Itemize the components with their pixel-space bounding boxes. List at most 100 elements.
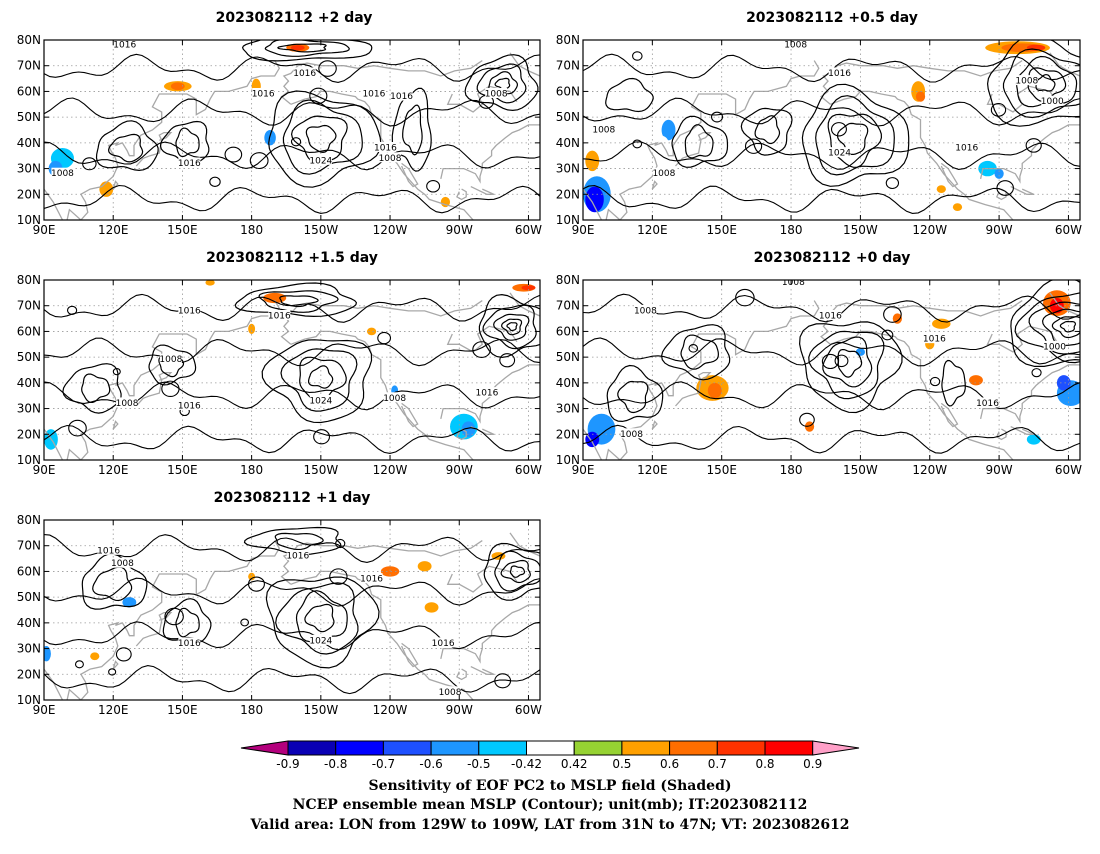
isobar-contour xyxy=(234,282,358,318)
x-tick-label: 150W xyxy=(303,703,338,717)
coastline xyxy=(995,428,1007,441)
isobar-contour xyxy=(632,51,643,61)
sensitivity-area xyxy=(90,652,100,661)
isobar-contour xyxy=(583,381,1080,411)
x-tick-label: 60W xyxy=(1055,223,1082,237)
coastline xyxy=(509,52,540,77)
colorbar-high-arrow xyxy=(812,740,860,756)
isobar-contour xyxy=(493,313,530,341)
isobar-contour xyxy=(44,141,540,171)
contour-label-background xyxy=(592,124,615,134)
x-tick-label: 120E xyxy=(98,703,129,717)
contour-label: 1016 xyxy=(374,144,397,154)
sensitivity-area xyxy=(263,292,287,304)
isobar-contour xyxy=(95,120,159,172)
map-panel-plus-1-5-day: 2023082112 +1.5 day 1016 1016 1008 1008 1016… xyxy=(17,250,542,477)
isobar-contour xyxy=(476,63,527,104)
isobar-contour xyxy=(240,618,250,627)
sensitivity-area xyxy=(585,186,604,213)
contour-label: 1016 xyxy=(976,399,999,409)
isobar-contour xyxy=(488,71,519,95)
contour-label-background xyxy=(178,304,201,315)
coastline xyxy=(290,330,474,460)
x-tick-label: 120W xyxy=(373,463,408,477)
y-tick-label: 20N xyxy=(17,427,41,441)
isobar-contour xyxy=(74,660,84,669)
contour-label-background xyxy=(178,400,201,410)
coastline xyxy=(456,188,467,201)
contour-label-background xyxy=(923,333,946,344)
colorbar-box xyxy=(669,740,718,756)
isobar-contour xyxy=(82,157,97,171)
isobar-contour xyxy=(391,87,432,172)
isobar-contour xyxy=(148,344,197,386)
contour-label: 1016 xyxy=(268,312,291,322)
sensitivity-area xyxy=(521,285,536,291)
isobar-contour xyxy=(881,329,894,341)
isobar-contour xyxy=(834,354,849,368)
isobar-contour xyxy=(44,53,540,83)
isobar-contour xyxy=(836,122,869,155)
y-tick-label: 40N xyxy=(17,136,41,150)
x-tick-label: 150E xyxy=(167,463,198,477)
y-tick-label: 20N xyxy=(556,187,580,201)
contour-label: 1024 xyxy=(828,149,851,159)
isobar-contour xyxy=(68,419,87,437)
y-tick-label: 40N xyxy=(556,136,580,150)
colorbar-tick-label: -0.5 xyxy=(467,757,490,771)
isobar-contour xyxy=(81,373,111,403)
x-tick-label: 90E xyxy=(33,463,56,477)
caption-line-3: Valid area: LON from 129W to 109W, LAT f… xyxy=(249,817,849,833)
sensitivity-area xyxy=(122,597,137,608)
isobar-contour xyxy=(44,337,540,367)
colorbar-box xyxy=(382,740,432,756)
sensitivity-area xyxy=(585,150,600,172)
x-tick-label: 90W xyxy=(986,223,1013,237)
x-tick-label: 60W xyxy=(515,703,542,717)
y-tick-label: 10N xyxy=(17,693,41,707)
sensitivity-area xyxy=(952,203,963,211)
isobar-contour xyxy=(1059,320,1077,333)
sensitivity-area xyxy=(258,141,268,155)
contour-label: 1008 xyxy=(379,154,402,164)
isobar-contour xyxy=(44,621,540,651)
coastline xyxy=(290,570,474,700)
coastline xyxy=(446,325,518,353)
map-panel-plus-0-5-day: 2023082112 +0.5 day 10081016100810001008… xyxy=(556,10,1082,237)
isobar-contour xyxy=(402,104,423,156)
contour-label: 1016 xyxy=(178,402,201,412)
sensitivity-area xyxy=(170,82,185,91)
isobar-contour xyxy=(583,337,1080,367)
isobar-contour xyxy=(318,60,337,77)
panel-title: 2023082112 +1.5 day xyxy=(206,250,378,266)
sensitivity-area xyxy=(1026,434,1041,445)
isobar-contour xyxy=(335,538,346,549)
sensitivity-area xyxy=(915,91,926,102)
contour-label: 1016 xyxy=(178,159,201,169)
y-tick-label: 50N xyxy=(556,110,580,124)
contour-label: 1008 xyxy=(383,394,406,404)
contour-label: 1008 xyxy=(485,90,508,100)
y-tick-label: 80N xyxy=(17,273,41,287)
contour-label: 1008 xyxy=(784,41,807,51)
colorbar-tick-label: 0.8 xyxy=(755,757,774,771)
contour-label: 1008 xyxy=(51,169,74,179)
sensitivity-area xyxy=(205,280,215,286)
contour-label: 1016 xyxy=(97,546,120,556)
isobar-contour xyxy=(494,673,512,689)
isobar-contour xyxy=(671,115,729,168)
coastline xyxy=(1049,292,1080,317)
contour-label: 1016 xyxy=(362,90,385,100)
sensitivity-area xyxy=(1056,375,1071,391)
coastline xyxy=(651,180,658,190)
isobar-contour xyxy=(209,176,221,187)
contour-label: 1000 xyxy=(1043,342,1066,352)
isobar-contour xyxy=(1014,292,1080,364)
contour-label-background xyxy=(485,88,508,98)
y-tick-label: 50N xyxy=(17,110,41,124)
x-tick-label: 90W xyxy=(446,223,473,237)
coastline xyxy=(112,420,119,430)
isobar-contour xyxy=(1031,368,1042,378)
contour-label-background xyxy=(955,142,978,152)
sensitivity-area xyxy=(366,327,377,336)
